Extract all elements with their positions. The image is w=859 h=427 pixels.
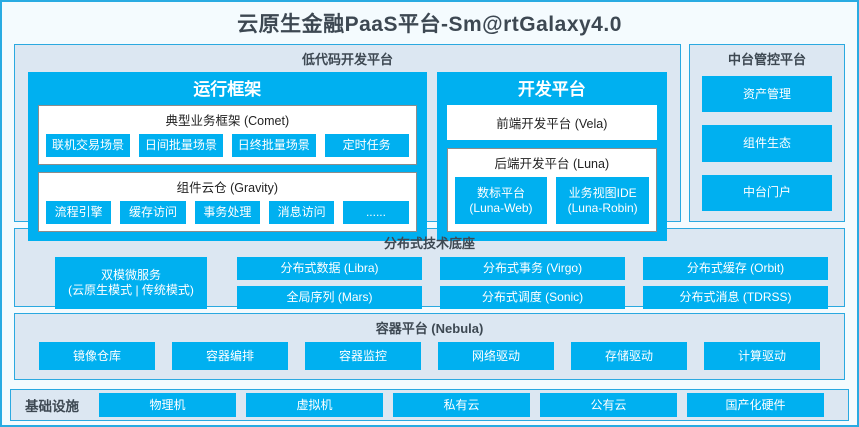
chip-distributed-transaction: 分布式事务 (Virgo) [440, 257, 625, 280]
infrastructure-label: 基础设施 [25, 399, 79, 414]
comet-framework-box: 典型业务框架 (Comet) 联机交易场景 日间批量场景 日终批量场景 定时任务 [38, 105, 417, 165]
chip-dual-mode-microservice: 双模微服务 (云原生模式 | 传统模式) [55, 257, 207, 309]
runtime-framework-panel: 运行框架 典型业务框架 (Comet) 联机交易场景 日间批量场景 日终批量场景… [28, 72, 427, 241]
page-title: 云原生金融PaaS平台-Sm@rtGalaxy4.0 [237, 13, 622, 36]
dev-platform-title: 开发平台 [517, 80, 586, 99]
chip-public-cloud: 公有云 [540, 393, 677, 417]
chip-image-registry: 镜像仓库 [39, 342, 155, 370]
chip-dual-mode-name: 双模微服务 [100, 268, 161, 282]
middle-console-panel: 中台管控平台 资产管理 组件生态 中台门户 [689, 44, 845, 222]
chip-container-orchestration: 容器编排 [172, 342, 288, 370]
distributed-base-title: 分布式技术底座 [383, 236, 475, 251]
backend-platform-title: 后端开发平台 (Luna) [494, 157, 610, 171]
chip-domestic-hardware: 国产化硬件 [687, 393, 824, 417]
gravity-repo-title: 组件云仓 (Gravity) [176, 181, 279, 195]
infrastructure-bar: 基础设施 物理机 虚拟机 私有云 公有云 国产化硬件 [10, 389, 849, 421]
chip-distributed-message: 分布式消息 (TDRSS) [643, 286, 828, 309]
chip-transaction-processing: 事务处理 [194, 201, 260, 224]
chip-distributed-cache: 分布式缓存 (Orbit) [643, 257, 828, 280]
lowcode-platform-title: 低代码开发平台 [301, 52, 393, 67]
gravity-repo-box: 组件云仓 (Gravity) 流程引擎 缓存访问 事务处理 消息访问 .....… [38, 172, 417, 232]
chip-daytime-batch: 日间批量场景 [138, 134, 223, 157]
chip-component-ecosystem: 组件生态 [702, 125, 832, 162]
runtime-framework-title: 运行框架 [193, 80, 262, 99]
distributed-base-panel: 分布式技术底座 双模微服务 (云原生模式 | 传统模式) 分布式数据 (Libr… [14, 228, 845, 309]
chip-scheduled-task: 定时任务 [324, 134, 409, 157]
comet-framework-title: 典型业务框架 (Comet) [165, 114, 290, 128]
chip-distributed-data: 分布式数据 (Libra) [237, 257, 422, 280]
main-row: 低代码开发平台 运行框架 典型业务框架 (Comet) 联机交易场景 日间批量场… [14, 44, 845, 241]
chip-middle-portal: 中台门户 [702, 174, 832, 211]
chip-luna-web: 数标平台 (Luna-Web) [454, 177, 548, 224]
chip-more: ...... [343, 201, 409, 224]
chip-luna-robin-code: (Luna-Robin) [567, 200, 638, 215]
middle-console-stack: 资产管理 组件生态 中台门户 [702, 76, 832, 211]
chip-virtual-machine: 虚拟机 [246, 393, 383, 417]
distributed-base-body: 双模微服务 (云原生模式 | 传统模式) 分布式数据 (Libra) 分布式事务… [55, 257, 828, 309]
chip-network-driver: 网络驱动 [438, 342, 554, 370]
chip-luna-robin: 业务视图IDE (Luna-Robin) [556, 177, 650, 224]
dev-platform-panel: 开发平台 前端开发平台 (Vela) 后端开发平台 (Luna) 数标平台 (L… [436, 72, 667, 241]
chip-private-cloud: 私有云 [393, 393, 530, 417]
container-platform-title: 容器平台 (Nebula) [375, 321, 484, 336]
chip-luna-web-name: 数标平台 [476, 185, 525, 200]
chip-online-transaction: 联机交易场景 [46, 134, 130, 157]
chip-asset-management: 资产管理 [702, 76, 832, 113]
chip-message-access: 消息访问 [268, 201, 335, 224]
container-platform-panel: 容器平台 (Nebula) 镜像仓库 容器编排 容器监控 网络驱动 存储驱动 计… [14, 313, 845, 380]
chip-physical-machine: 物理机 [99, 393, 236, 417]
chip-dual-mode-modes: (云原生模式 | 传统模式) [68, 283, 194, 297]
comet-chip-row: 联机交易场景 日间批量场景 日终批量场景 定时任务 [46, 134, 409, 157]
chip-storage-driver: 存储驱动 [571, 342, 687, 370]
container-chip-row: 镜像仓库 容器编排 容器监控 网络驱动 存储驱动 计算驱动 [39, 342, 820, 370]
chip-cache-access: 缓存访问 [120, 201, 186, 224]
chip-luna-web-code: (Luna-Web) [469, 200, 533, 215]
backend-chip-row: 数标平台 (Luna-Web) 业务视图IDE (Luna-Robin) [454, 177, 650, 224]
lowcode-platform-body: 运行框架 典型业务框架 (Comet) 联机交易场景 日间批量场景 日终批量场景… [28, 72, 667, 241]
backend-platform-box: 后端开发平台 (Luna) 数标平台 (Luna-Web) 业务视图IDE (L… [446, 148, 657, 232]
chip-compute-driver: 计算驱动 [704, 342, 820, 370]
chip-container-monitoring: 容器监控 [305, 342, 421, 370]
chip-global-sequence: 全局序列 (Mars) [237, 286, 422, 309]
gravity-chip-row: 流程引擎 缓存访问 事务处理 消息访问 ...... [46, 201, 409, 224]
chip-distributed-scheduling: 分布式调度 (Sonic) [440, 286, 625, 309]
lowcode-platform-panel: 低代码开发平台 运行框架 典型业务框架 (Comet) 联机交易场景 日间批量场… [14, 44, 681, 241]
chip-process-engine: 流程引擎 [46, 201, 112, 224]
chip-eod-batch: 日终批量场景 [231, 134, 316, 157]
infrastructure-chip-row: 物理机 虚拟机 私有云 公有云 国产化硬件 [99, 393, 824, 417]
chip-luna-robin-name: 业务视图IDE [568, 185, 637, 200]
distributed-grid: 分布式数据 (Libra) 分布式事务 (Virgo) 分布式缓存 (Orbit… [237, 257, 828, 309]
frontend-platform-box: 前端开发平台 (Vela) [446, 105, 657, 140]
middle-console-title: 中台管控平台 [727, 52, 806, 67]
